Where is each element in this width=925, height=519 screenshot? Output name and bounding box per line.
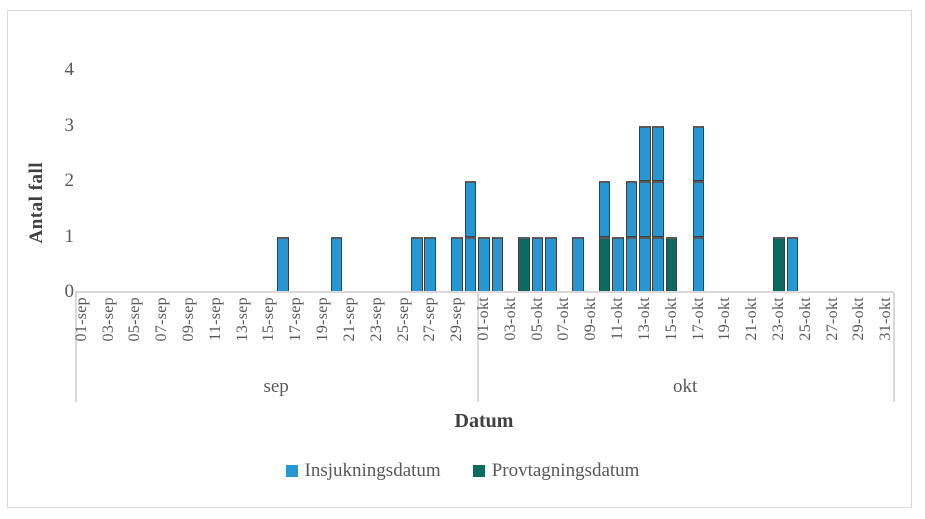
bar-segment-17-okt <box>692 125 705 182</box>
bar-segment-27-sep <box>424 236 437 292</box>
bar-segment-29-sep <box>451 236 463 292</box>
bar-segment-01-okt <box>478 236 490 292</box>
x-tick-label: 03-okt <box>501 297 519 341</box>
bar-segment-20-sep <box>330 236 343 292</box>
bar-segment-15-okt <box>665 236 678 292</box>
x-tick-label: 23-okt <box>770 297 788 341</box>
bar-segment-14-okt <box>652 125 665 182</box>
bar-segment-10-okt <box>598 181 611 237</box>
x-tick-label: 25-okt <box>796 297 814 341</box>
bar-segment-13-okt <box>639 236 651 292</box>
axis-boundary-line <box>75 292 77 402</box>
x-tick-label: 21-sep <box>340 297 358 342</box>
legend-label: Provtagningsdatum <box>491 460 640 481</box>
bar-segment-10-okt <box>598 236 611 292</box>
bar-segment-14-okt <box>652 181 665 237</box>
x-tick-label: 31-okt <box>877 297 895 341</box>
x-tick-label: 03-sep <box>99 297 117 342</box>
x-axis-title: Datum <box>454 410 514 432</box>
x-tick-label: 15-sep <box>260 297 278 342</box>
x-tick-label: 27-okt <box>823 297 841 341</box>
x-tick-label: 05-sep <box>126 297 144 342</box>
bar-segment-17-okt <box>692 181 705 237</box>
y-tick-label: 2 <box>64 170 75 192</box>
legend-item-insjukningsdatum: Insjukningsdatum <box>285 460 441 481</box>
bar-segment-08-okt <box>571 236 584 292</box>
bar-segment-17-okt <box>692 236 705 292</box>
bar-segment-11-okt <box>612 236 624 292</box>
month-label-okt: okt <box>672 376 698 397</box>
x-tick-label: 09-okt <box>582 297 600 341</box>
axis-boundary-line <box>477 292 479 402</box>
x-tick-label: 23-sep <box>367 297 385 342</box>
legend-item-provtagningsdatum: Provtagningsdatum <box>472 460 640 481</box>
x-tick-label: 29-okt <box>850 297 868 341</box>
bar-segment-14-okt <box>652 236 665 292</box>
month-label-sep: sep <box>263 376 289 397</box>
x-axis-line <box>75 291 893 293</box>
y-tick-label: 1 <box>64 225 75 247</box>
legend: Insjukningsdatum Provtagningsdatum <box>0 461 925 480</box>
y-tick-label: 4 <box>64 59 75 81</box>
x-tick-label: 01-sep <box>72 297 90 342</box>
bar-segment-30-sep <box>464 181 477 237</box>
x-tick-label: 07-sep <box>153 297 171 342</box>
bar-segment-30-sep <box>464 236 477 292</box>
x-tick-label: 27-sep <box>421 297 439 342</box>
bar-segment-04-okt <box>518 236 530 292</box>
x-tick-label: 09-sep <box>179 297 197 342</box>
x-tick-label: 17-okt <box>689 297 707 341</box>
legend-label: Insjukningsdatum <box>304 460 441 481</box>
x-tick-label: 19-okt <box>716 297 734 341</box>
insjukningsdatum-swatch-icon <box>285 464 298 477</box>
x-tick-label: 21-okt <box>743 297 761 341</box>
x-tick-label: 17-sep <box>287 297 305 342</box>
x-tick-label: 13-sep <box>233 297 251 342</box>
bar-segment-05-okt <box>531 236 544 292</box>
x-tick-label: 11-sep <box>206 297 224 341</box>
y-tick-label: 3 <box>64 114 75 136</box>
x-tick-label: 01-okt <box>475 297 492 341</box>
x-tick-label: 25-sep <box>394 297 412 342</box>
bar-segment-23-okt <box>773 236 785 292</box>
axis-boundary-line <box>893 292 895 402</box>
x-tick-label: 29-sep <box>448 297 466 342</box>
bar-segment-12-okt <box>625 236 638 292</box>
bar-segment-16-sep <box>276 236 289 292</box>
bar-segment-02-okt <box>491 236 504 292</box>
x-tick-label: 05-okt <box>528 297 546 341</box>
x-tick-label: 11-okt <box>609 297 627 340</box>
x-tick-label: 19-sep <box>314 297 332 342</box>
y-tick-label: 0 <box>64 281 75 302</box>
bar-segment-13-okt <box>639 125 651 182</box>
bar-segment-12-okt <box>625 181 638 237</box>
bar-segment-24-okt <box>786 236 799 292</box>
bar-segment-26-sep <box>411 236 423 292</box>
bar-segment-06-okt <box>545 236 557 292</box>
x-tick-label: 15-okt <box>662 297 680 341</box>
provtagningsdatum-swatch-icon <box>472 464 485 477</box>
x-tick-label: 07-okt <box>555 297 573 341</box>
bar-segment-13-okt <box>639 181 651 237</box>
x-tick-label: 13-okt <box>635 297 653 341</box>
